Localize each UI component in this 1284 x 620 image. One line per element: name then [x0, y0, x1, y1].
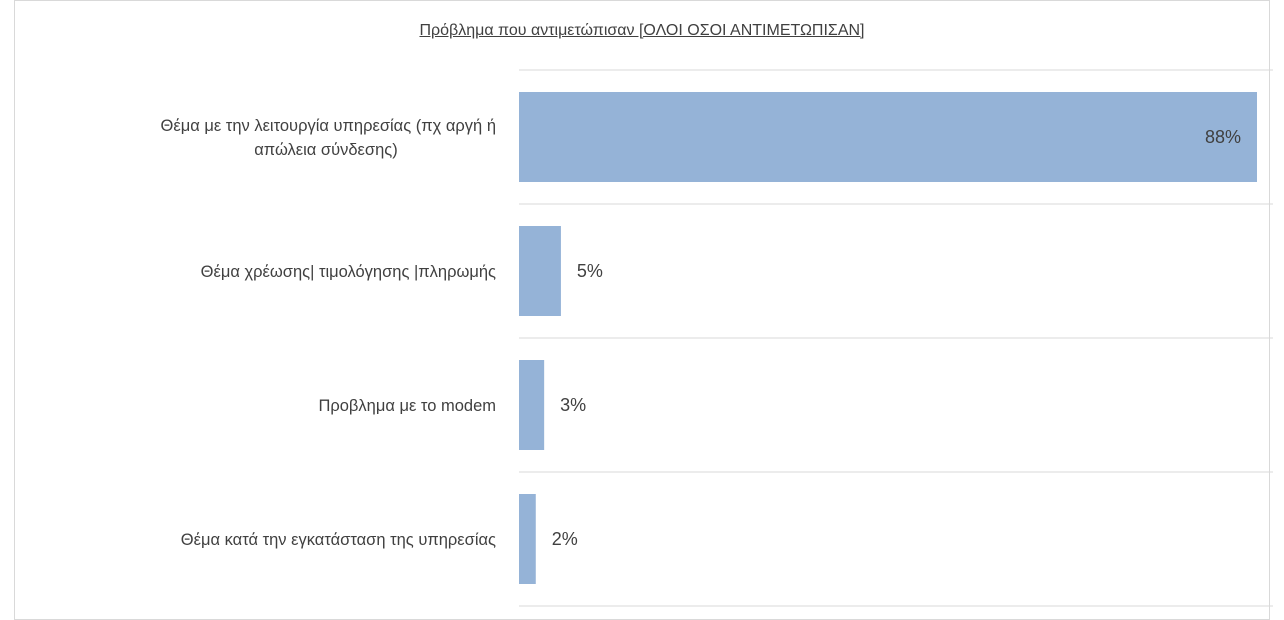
category-label: Προβλημα με το modem [318, 397, 496, 415]
data-label: 3% [560, 395, 586, 415]
bar [519, 360, 545, 450]
bar [519, 92, 1257, 182]
data-label: 88% [1205, 127, 1241, 147]
data-label: 5% [577, 261, 603, 281]
category-label: απώλεια σύνδεσης) [254, 141, 397, 159]
category-label: Θέμα κατά την εγκατάσταση της υπηρεσίας [181, 531, 496, 549]
bar [519, 226, 561, 316]
category-label: Θέμα χρέωσης| τιμολόγησης |πληρωμής [201, 263, 496, 281]
data-label: 2% [552, 529, 578, 549]
category-label: Θέμα με την λειτουργία υπηρεσίας (πχ αργ… [161, 117, 496, 135]
bar [519, 494, 536, 584]
chart-title: Πρόβλημα που αντιμετώπισαν [ΟΛΟΙ ΟΣΟΙ ΑΝ… [419, 22, 865, 39]
